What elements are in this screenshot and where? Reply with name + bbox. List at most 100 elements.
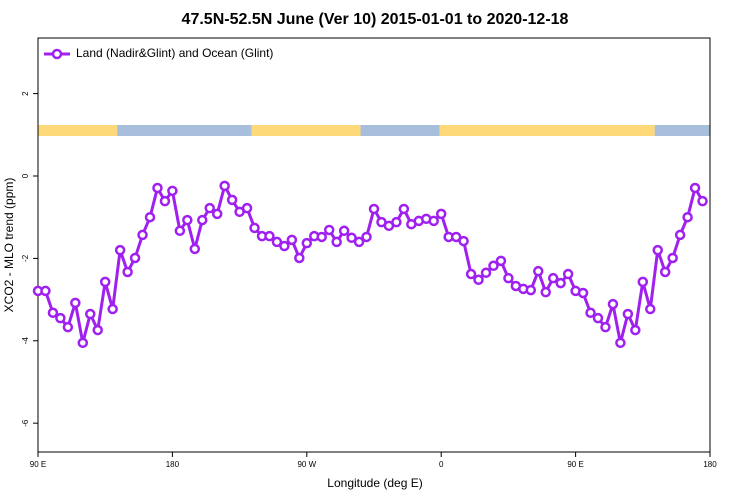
x-tick-label: 90 E <box>30 460 46 469</box>
data-point <box>473 274 484 286</box>
data-point <box>630 324 641 336</box>
legend-marker <box>51 48 63 60</box>
data-point <box>204 202 215 214</box>
data-point <box>398 203 410 215</box>
data-point <box>697 195 708 207</box>
y-tick-label: -2 <box>21 254 30 262</box>
data-point <box>271 236 283 248</box>
y-tick-label: -6 <box>21 419 30 427</box>
data-point <box>114 244 126 256</box>
data-point <box>689 182 701 194</box>
x-axis-label: Longitude (deg E) <box>327 476 422 490</box>
chart-title: 47.5N-52.5N June (Ver 10) 2015-01-01 to … <box>182 11 569 28</box>
data-point <box>428 215 439 227</box>
data-point <box>667 252 678 264</box>
data-point <box>249 222 260 234</box>
data-point <box>555 277 566 289</box>
data-point <box>622 308 634 320</box>
surface-band <box>117 125 252 136</box>
data-point <box>85 308 96 320</box>
data-point <box>129 252 141 264</box>
data-point <box>107 303 118 315</box>
data-point <box>682 211 693 223</box>
x-tick-label: 90 E <box>567 460 583 469</box>
data-point <box>122 266 133 278</box>
data-point <box>607 298 619 310</box>
data-point <box>488 260 499 272</box>
data-point <box>264 230 275 242</box>
data-point <box>391 216 402 228</box>
data-point <box>62 321 74 333</box>
surface-band <box>38 125 118 136</box>
data-point <box>353 236 365 248</box>
x-tick-label: 90 W <box>297 460 316 469</box>
data-point <box>450 231 462 243</box>
data-point <box>137 229 148 241</box>
data-point <box>167 185 178 197</box>
data-point <box>592 312 604 324</box>
x-tick-label: 180 <box>166 460 180 469</box>
y-tick-label: 0 <box>21 173 30 178</box>
data-point <box>241 202 253 214</box>
data-point <box>577 287 589 299</box>
data-point <box>323 224 335 236</box>
x-tick-label: 0 <box>439 460 444 469</box>
data-point <box>174 225 186 237</box>
data-point <box>294 252 305 264</box>
data-point <box>547 272 559 284</box>
data-point <box>368 203 380 215</box>
y-tick-label: -4 <box>21 337 30 345</box>
data-point <box>182 214 193 226</box>
data-point <box>286 234 298 246</box>
data-point <box>525 284 537 296</box>
data-point <box>637 276 649 288</box>
data-point <box>533 265 544 277</box>
surface-band <box>654 125 710 136</box>
y-axis-label: XCO2 - MLO trend (ppm) <box>2 178 16 313</box>
data-point <box>435 208 447 220</box>
legend-label: Land (Nadir&Glint) and Ocean (Glint) <box>76 46 273 60</box>
data-point <box>55 312 66 324</box>
data-point <box>77 337 89 349</box>
data-point <box>99 276 111 288</box>
data-point <box>503 272 514 284</box>
data-point <box>226 194 238 206</box>
data-point <box>279 240 290 252</box>
data-point <box>659 266 671 278</box>
data-point <box>600 321 611 333</box>
data-point <box>219 180 230 192</box>
data-point <box>615 337 626 349</box>
data-point <box>189 243 201 255</box>
data-point <box>585 307 596 319</box>
data-point <box>144 211 156 223</box>
data-point <box>465 268 477 280</box>
data-point <box>540 286 551 298</box>
data-point <box>458 235 469 247</box>
surface-band <box>360 125 440 136</box>
data-point <box>562 268 574 280</box>
data-point <box>197 214 208 226</box>
data-point <box>331 236 342 248</box>
surface-band <box>439 125 655 136</box>
data-point <box>674 229 686 241</box>
data-point <box>480 267 492 279</box>
data-point <box>301 237 313 249</box>
data-point <box>70 297 81 309</box>
data-point <box>645 303 656 315</box>
data-point <box>652 244 663 256</box>
data-point <box>211 208 223 220</box>
data-point <box>338 225 350 237</box>
data-point <box>316 231 327 243</box>
data-point <box>346 232 357 244</box>
data-point <box>495 255 507 267</box>
data-point <box>47 307 59 319</box>
x-tick-label: 180 <box>703 460 717 469</box>
data-point <box>361 231 372 243</box>
surface-band <box>251 125 361 136</box>
data-point <box>40 285 51 297</box>
y-tick-label: 2 <box>21 91 30 96</box>
data-point <box>92 324 103 336</box>
data-point <box>152 182 163 194</box>
plot-frame <box>37 37 711 453</box>
